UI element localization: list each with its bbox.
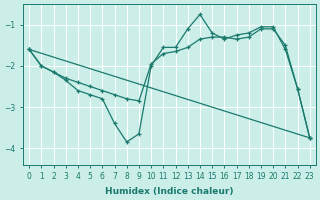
X-axis label: Humidex (Indice chaleur): Humidex (Indice chaleur) [105,187,234,196]
